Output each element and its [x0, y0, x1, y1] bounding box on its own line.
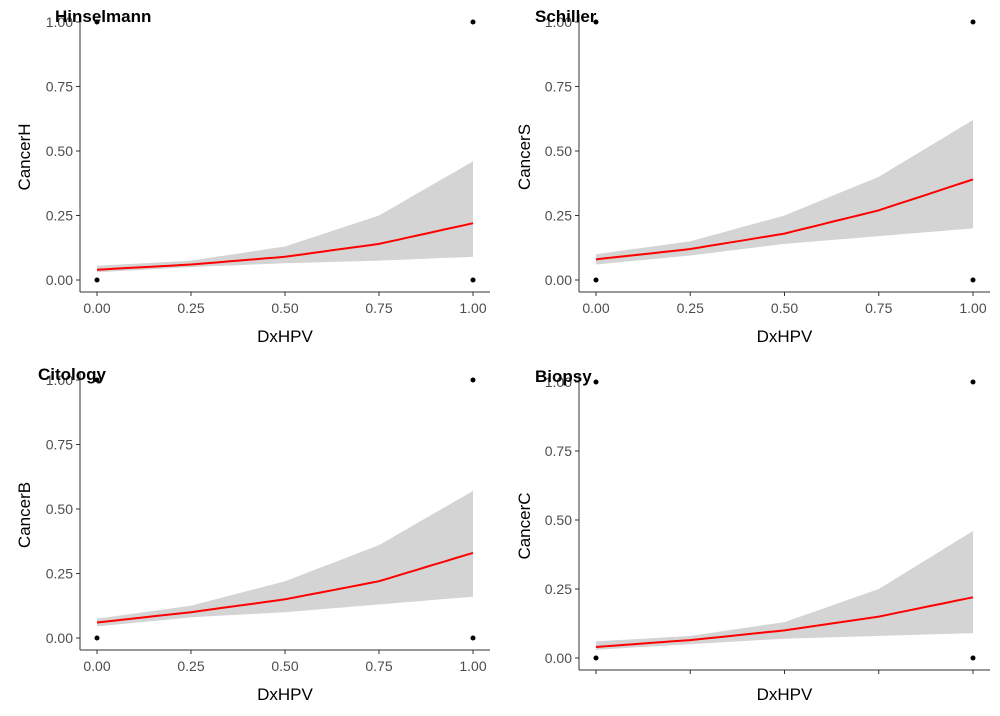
x-tick-label: 0.25 — [177, 658, 204, 674]
x-tick-label: 0.50 — [271, 300, 298, 316]
data-point — [970, 379, 976, 385]
data-point — [470, 377, 476, 383]
fit-line — [96, 222, 474, 271]
y-tick-label: 0.75 — [46, 437, 73, 453]
data-point — [94, 635, 100, 641]
y-tick-label: 0.50 — [46, 501, 73, 517]
x-axis-title: DxHPV — [257, 685, 313, 704]
x-axis-title: DxHPV — [757, 327, 813, 346]
data-point — [94, 277, 100, 283]
panel-title-citology: Citology — [38, 365, 107, 384]
x-tick-label: 0.00 — [582, 300, 609, 316]
data-point — [470, 635, 476, 641]
x-tick-label: 0.75 — [365, 658, 392, 674]
data-point — [470, 277, 476, 283]
panel-title-biopsy: Biopsy — [535, 367, 592, 386]
fit-line — [595, 178, 974, 261]
data-point — [593, 19, 599, 25]
fit-line — [595, 596, 974, 648]
data-point — [94, 19, 100, 25]
y-tick-label: 0.00 — [46, 272, 73, 288]
x-tick-label: 0.00 — [83, 300, 110, 316]
confidence-band — [97, 490, 473, 627]
y-tick-label: 0.75 — [545, 79, 572, 95]
y-tick-label: 1.00 — [46, 372, 73, 388]
x-tick-label: 0.00 — [83, 658, 110, 674]
y-tick-label: 0.50 — [46, 143, 73, 159]
x-axis-title: DxHPV — [257, 327, 313, 346]
y-tick-label: 0.75 — [545, 443, 572, 459]
data-point — [593, 277, 599, 283]
y-tick-label: 0.00 — [545, 650, 572, 666]
panel-title-hinselmann: Hinselmann — [55, 7, 151, 26]
y-axis-title: CancerB — [15, 482, 34, 548]
x-tick-label: 0.25 — [177, 300, 204, 316]
x-tick-label: 1.00 — [459, 300, 486, 316]
panel-citology: 0.00 0.25 0.50 0.75 1.00 0.00 0.25 0.50 0.75 1.00… — [15, 365, 490, 704]
x-axis-title: DxHPV — [757, 685, 813, 704]
y-tick-label: 0.25 — [46, 208, 73, 224]
y-tick-label: 0.50 — [545, 143, 572, 159]
y-tick-label: 1.00 — [46, 14, 73, 30]
confidence-band — [97, 161, 473, 273]
y-tick-label: 0.25 — [545, 208, 572, 224]
data-point — [970, 19, 976, 25]
y-tick-label: 0.25 — [545, 581, 572, 597]
x-tick-label: 0.50 — [271, 658, 298, 674]
x-tick-label: 0.50 — [771, 300, 798, 316]
y-tick-label: 0.00 — [46, 630, 73, 646]
fit-line — [96, 551, 474, 624]
data-point — [970, 277, 976, 283]
confidence-band — [596, 531, 973, 650]
data-point — [593, 379, 599, 385]
x-tick-label: 1.00 — [959, 300, 986, 316]
y-tick-label: 1.00 — [545, 14, 572, 30]
panel-biopsy: 0.00 0.25 0.50 0.75 1.00 DxHPV CancerC Biopsy — [515, 367, 990, 704]
y-axis-title: CancerH — [15, 123, 34, 190]
data-point — [970, 655, 976, 661]
y-axis-title: CancerS — [515, 124, 534, 190]
y-tick-label: 0.00 — [545, 272, 572, 288]
x-tick-label: 0.75 — [365, 300, 392, 316]
y-tick-label: 0.75 — [46, 79, 73, 95]
panel-title-schiller: Schiller — [535, 7, 597, 26]
x-tick-label: 1.00 — [459, 658, 486, 674]
x-tick-label: 0.25 — [677, 300, 704, 316]
y-tick-label: 0.50 — [545, 512, 572, 528]
confidence-band — [596, 120, 973, 265]
data-point — [470, 19, 476, 25]
data-point — [94, 377, 100, 383]
y-tick-label: 0.25 — [46, 566, 73, 582]
y-tick-label: 1.00 — [545, 374, 572, 390]
x-tick-label: 0.75 — [865, 300, 892, 316]
data-point — [593, 655, 599, 661]
panel-hinselmann: 0.00 0.25 0.50 0.75 1.00 0.00 0.25 0.50 0.75 1.00… — [15, 7, 490, 346]
y-axis-title: CancerC — [515, 492, 534, 559]
panel-schiller: 0.00 0.25 0.50 0.75 1.00 0.00 0.25 0.50 0.75 1.00… — [515, 7, 990, 346]
